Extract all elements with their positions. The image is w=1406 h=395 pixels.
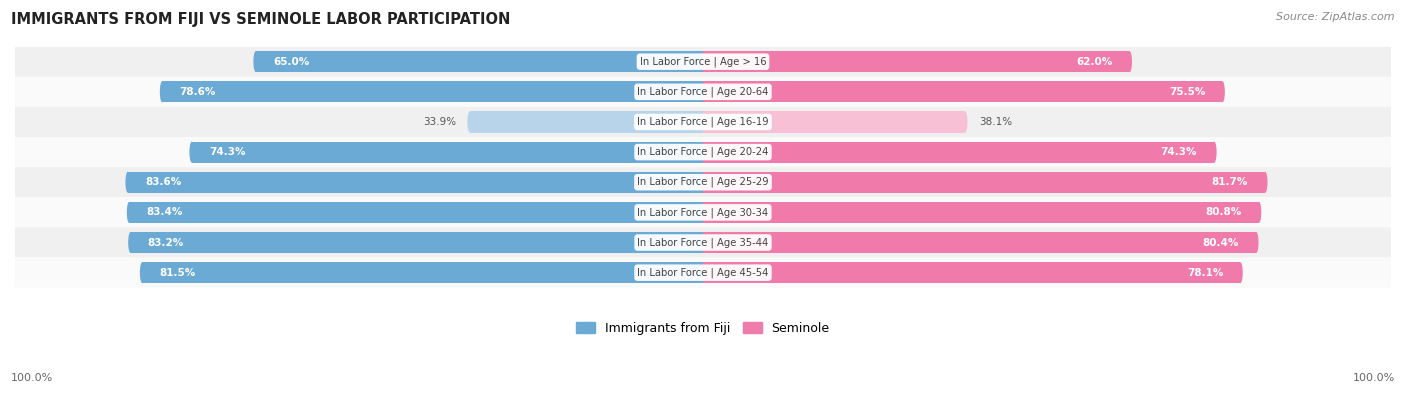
Bar (703, 172, 1265, 193)
FancyBboxPatch shape (15, 198, 1391, 228)
Bar (703, 262, 1240, 283)
Circle shape (125, 172, 131, 193)
Circle shape (467, 111, 472, 132)
Bar (703, 232, 1256, 253)
Circle shape (139, 262, 145, 283)
Text: In Labor Force | Age 25-29: In Labor Force | Age 25-29 (637, 177, 769, 188)
Bar (703, 202, 1258, 223)
FancyBboxPatch shape (15, 228, 1391, 258)
Bar (131, 232, 703, 253)
Text: 80.4%: 80.4% (1202, 237, 1239, 248)
FancyBboxPatch shape (700, 232, 703, 253)
Bar (703, 141, 1215, 163)
FancyBboxPatch shape (703, 141, 706, 163)
Text: In Labor Force | Age > 16: In Labor Force | Age > 16 (640, 56, 766, 67)
Text: 83.2%: 83.2% (148, 237, 184, 248)
Text: 81.5%: 81.5% (159, 268, 195, 278)
Text: In Labor Force | Age 20-24: In Labor Force | Age 20-24 (637, 147, 769, 157)
Text: 78.6%: 78.6% (180, 87, 215, 97)
Circle shape (127, 202, 132, 223)
Text: 78.1%: 78.1% (1187, 268, 1223, 278)
Text: 100.0%: 100.0% (1353, 373, 1395, 383)
FancyBboxPatch shape (703, 202, 706, 223)
Bar (703, 81, 1222, 102)
Text: 74.3%: 74.3% (1160, 147, 1197, 157)
Circle shape (1254, 232, 1258, 253)
FancyBboxPatch shape (700, 111, 703, 132)
Text: 81.7%: 81.7% (1212, 177, 1249, 187)
Text: 83.4%: 83.4% (146, 207, 183, 217)
Circle shape (128, 232, 134, 253)
Text: 38.1%: 38.1% (979, 117, 1012, 127)
FancyBboxPatch shape (703, 111, 706, 132)
FancyBboxPatch shape (700, 51, 703, 72)
FancyBboxPatch shape (703, 51, 706, 72)
Circle shape (160, 81, 165, 102)
FancyBboxPatch shape (703, 172, 706, 193)
FancyBboxPatch shape (703, 81, 706, 102)
FancyBboxPatch shape (700, 262, 703, 283)
Bar (470, 111, 703, 132)
Text: 74.3%: 74.3% (209, 147, 246, 157)
FancyBboxPatch shape (700, 81, 703, 102)
Bar (128, 172, 703, 193)
FancyBboxPatch shape (700, 172, 703, 193)
Text: 75.5%: 75.5% (1168, 87, 1205, 97)
Text: 83.6%: 83.6% (145, 177, 181, 187)
Bar (256, 51, 703, 72)
FancyBboxPatch shape (700, 202, 703, 223)
FancyBboxPatch shape (15, 77, 1391, 107)
FancyBboxPatch shape (700, 141, 703, 163)
FancyBboxPatch shape (15, 107, 1391, 137)
FancyBboxPatch shape (703, 262, 706, 283)
Text: In Labor Force | Age 30-34: In Labor Force | Age 30-34 (637, 207, 769, 218)
Text: 100.0%: 100.0% (11, 373, 53, 383)
Legend: Immigrants from Fiji, Seminole: Immigrants from Fiji, Seminole (576, 322, 830, 335)
Text: In Labor Force | Age 45-54: In Labor Force | Age 45-54 (637, 267, 769, 278)
Bar (703, 111, 965, 132)
Text: Source: ZipAtlas.com: Source: ZipAtlas.com (1277, 12, 1395, 22)
Text: IMMIGRANTS FROM FIJI VS SEMINOLE LABOR PARTICIPATION: IMMIGRANTS FROM FIJI VS SEMINOLE LABOR P… (11, 12, 510, 27)
Text: 33.9%: 33.9% (423, 117, 456, 127)
FancyBboxPatch shape (703, 232, 706, 253)
Circle shape (963, 111, 967, 132)
Bar (191, 141, 703, 163)
Circle shape (1237, 262, 1243, 283)
Circle shape (1263, 172, 1267, 193)
Text: In Labor Force | Age 20-64: In Labor Force | Age 20-64 (637, 87, 769, 97)
Text: In Labor Force | Age 35-44: In Labor Force | Age 35-44 (637, 237, 769, 248)
Bar (162, 81, 703, 102)
Text: 62.0%: 62.0% (1076, 56, 1112, 67)
Circle shape (1128, 51, 1132, 72)
FancyBboxPatch shape (15, 258, 1391, 288)
FancyBboxPatch shape (15, 47, 1391, 77)
Circle shape (253, 51, 259, 72)
Circle shape (1212, 141, 1216, 163)
Text: 80.8%: 80.8% (1205, 207, 1241, 217)
Text: 65.0%: 65.0% (273, 56, 309, 67)
Bar (129, 202, 703, 223)
Bar (142, 262, 703, 283)
Text: In Labor Force | Age 16-19: In Labor Force | Age 16-19 (637, 117, 769, 127)
Circle shape (190, 141, 194, 163)
FancyBboxPatch shape (15, 167, 1391, 198)
Circle shape (1220, 81, 1225, 102)
FancyBboxPatch shape (15, 137, 1391, 167)
Bar (703, 51, 1129, 72)
Circle shape (1257, 202, 1261, 223)
